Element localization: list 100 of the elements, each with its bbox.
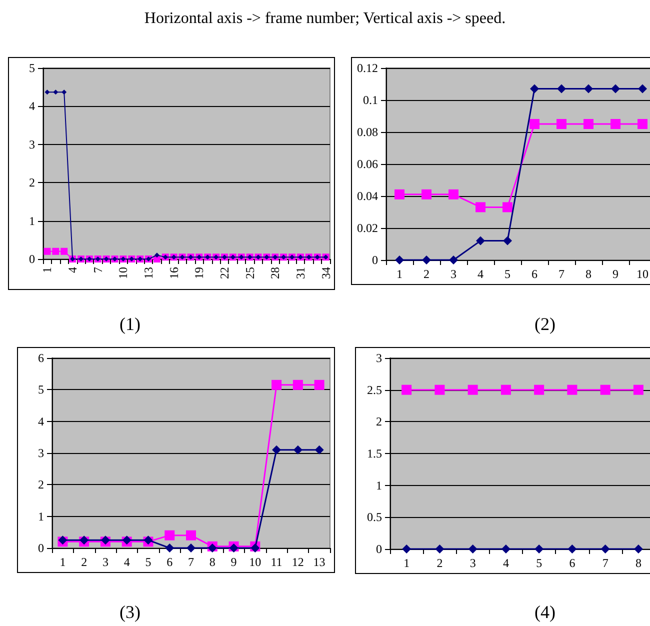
x-tick-label: 6 <box>166 555 173 569</box>
point <box>449 256 458 264</box>
point <box>584 119 594 129</box>
y-tick-label: 4 <box>38 414 44 428</box>
text: (1) <box>118 314 142 335</box>
y-tick-label: 1.5 <box>367 446 382 460</box>
x-tick-label: 22 <box>217 267 232 279</box>
y-tick-label: 0.08 <box>357 125 378 139</box>
point <box>557 84 566 94</box>
y-tick-label: 2 <box>38 478 44 492</box>
point <box>503 236 512 246</box>
x-tick-label: 19 <box>192 267 206 279</box>
x-tick-label: 9 <box>230 555 237 569</box>
point <box>164 530 175 540</box>
y-tick-label: 0.12 <box>357 61 378 75</box>
x-tick-label: 4 <box>502 556 509 570</box>
point <box>610 119 620 129</box>
y-tick-label: 0.5 <box>367 510 382 524</box>
text: (4) <box>534 602 556 623</box>
y-tick-label: 1 <box>29 214 35 228</box>
x-tick-label: 10 <box>116 267 130 279</box>
y-tick-label: 0 <box>372 253 378 267</box>
chart-title: Horizontal axis -> frame number; Vertical axis -> speed. <box>143 10 507 28</box>
x-tick-label: 7 <box>188 555 194 569</box>
x-tick-label: 4 <box>478 267 484 281</box>
point <box>272 380 282 390</box>
x-tick-label: 10 <box>249 555 262 569</box>
y-tick-label: 0.04 <box>357 189 378 203</box>
point <box>611 84 620 94</box>
point <box>422 189 432 200</box>
x-tick-label: 3 <box>470 556 476 570</box>
x-tick-label: 16 <box>166 267 181 279</box>
x-tick-label: 5 <box>536 556 542 570</box>
point <box>208 544 217 552</box>
x-tick-label: 5 <box>504 267 510 281</box>
point <box>52 248 60 255</box>
x-tick-label: 1 <box>60 555 66 569</box>
y-tick-label: 0.1 <box>363 93 378 107</box>
point <box>44 90 50 95</box>
point <box>476 236 485 246</box>
x-tick-label: 7 <box>602 556 608 570</box>
x-tick-label: 7 <box>558 267 564 281</box>
y-tick-label: 0 <box>38 541 44 555</box>
y-tick-label: 3 <box>376 351 382 365</box>
y-tick-label: 5 <box>38 382 44 397</box>
point <box>584 84 593 94</box>
y-tick-label: 0.06 <box>357 157 378 171</box>
point <box>165 544 174 552</box>
point <box>448 189 458 200</box>
y-tick-label: 0 <box>29 252 35 266</box>
point <box>638 84 647 94</box>
point <box>292 380 303 390</box>
x-tick-label: 8 <box>635 556 642 570</box>
x-tick-label: 6 <box>569 556 576 570</box>
point <box>394 189 404 200</box>
y-tick-label: 2 <box>376 414 382 429</box>
y-tick-label: 5 <box>29 61 35 75</box>
x-tick-label: 3 <box>102 555 108 569</box>
x-tick-label: 2 <box>81 555 88 569</box>
point <box>638 119 648 129</box>
point <box>314 380 324 390</box>
y-tick-label: 2 <box>29 176 35 190</box>
x-tick-label: 13 <box>142 267 156 279</box>
point <box>60 248 68 255</box>
x-tick-label: 1 <box>396 267 402 281</box>
y-tick-label: 4 <box>29 99 35 114</box>
point <box>530 119 540 129</box>
x-tick-label: 25 <box>242 267 257 279</box>
x-tick-label: 2 <box>436 556 443 570</box>
point <box>229 544 238 552</box>
point <box>293 445 302 454</box>
point <box>62 90 67 95</box>
point <box>186 530 196 540</box>
point <box>476 202 486 212</box>
x-tick-label: 9 <box>612 267 618 281</box>
x-tick-label: 7 <box>90 267 105 273</box>
point <box>422 256 431 264</box>
y-tick-label: 3 <box>29 137 35 152</box>
y-tick-label: 0.02 <box>357 221 378 235</box>
point <box>44 248 51 255</box>
x-tick-label: 28 <box>268 267 282 279</box>
point <box>272 445 282 454</box>
point <box>250 544 260 552</box>
y-tick-label: 0 <box>376 542 382 556</box>
point <box>186 544 196 552</box>
x-tick-label: 3 <box>450 267 456 281</box>
point <box>154 252 160 258</box>
y-tick-label: 2.5 <box>367 382 382 397</box>
y-tick-label: 6 <box>38 351 44 365</box>
x-tick-label: 34 <box>318 267 333 279</box>
point <box>502 202 512 212</box>
point <box>556 119 566 129</box>
x-tick-label: 13 <box>313 555 326 569</box>
text: (2) <box>534 314 556 335</box>
point <box>53 90 58 95</box>
x-tick-label: 8 <box>586 267 592 281</box>
point <box>395 256 404 264</box>
x-tick-label: 8 <box>209 555 216 569</box>
x-tick-label: 6 <box>532 267 538 281</box>
x-tick-label: 11 <box>270 555 282 569</box>
